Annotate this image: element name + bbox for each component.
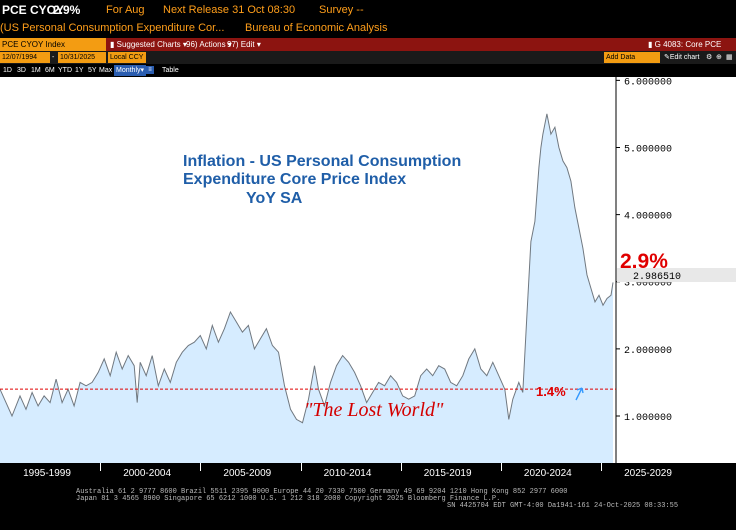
edit-menu[interactable]: 97) Edit ▾ (227, 40, 261, 49)
x-tick-mark (500, 463, 502, 471)
y-tick-label: 4.000000 (624, 212, 672, 223)
x-tick-mark (300, 463, 302, 471)
x-tick-label: 2020-2024 (523, 468, 572, 479)
x-tick-mark (400, 463, 402, 471)
chart-title-line-2: Expenditure Core Price Index (183, 171, 406, 188)
security-field[interactable]: PCE CYOY Index (0, 38, 106, 51)
footer-contacts-line-1: Australia 61 2 9777 8600 Brazil 5511 239… (76, 488, 568, 496)
last-value-tag (617, 268, 736, 282)
next-release-label: Next Release 31 Oct 08:30 (163, 4, 296, 16)
last-value-label: 2.986510 (633, 272, 681, 283)
table-toggle-button[interactable]: Table (162, 67, 179, 74)
actions-icon: 96) (186, 40, 200, 49)
period-1y-button[interactable]: 1Y (75, 67, 84, 74)
series-area-fill (0, 113, 613, 463)
y-tick-label: 2.000000 (624, 346, 672, 357)
survey-label: Survey -- (319, 4, 364, 16)
red-toolbar: PCE CYOY Index ▮ Suggested Charts ▾ 96) … (0, 38, 736, 62)
arrow-icon (575, 387, 584, 401)
chart-title-line-1: Inflation - US Personal Consumption (183, 153, 461, 170)
date-range-row: 12/07/1994 - 10/31/2025 Local CCY Add Da… (0, 51, 736, 64)
security-header: PCE CYOY 2.9% For Aug Next Release 31 Oc… (0, 0, 736, 20)
period-1m-button[interactable]: 1M (31, 67, 41, 74)
series-line (0, 113, 614, 424)
footer: Australia 61 2 9777 8600 Brazil 5511 239… (0, 487, 736, 530)
period-label: For Aug (106, 4, 145, 16)
pencil-icon: ✎ (664, 54, 670, 61)
currency-select[interactable]: Local CCY (108, 52, 146, 63)
suggested-charts-menu[interactable]: ▮ Suggested Charts ▾ (110, 40, 187, 49)
period-buttons-row: 1D 3D 1M 6M YTD 1Y 5Y Max Monthly▾ ≡ Tab… (0, 64, 736, 77)
start-date-input[interactable]: 12/07/1994 (0, 52, 50, 63)
x-tick-label: 2000-2004 (123, 468, 172, 479)
ticker-label: PCE CYOY (2, 3, 65, 17)
frequency-settings-icon[interactable]: ≡ (146, 66, 154, 74)
period-1d-button[interactable]: 1D (3, 67, 12, 74)
actions-menu[interactable]: 96) Actions ▾ (186, 40, 232, 49)
period-6m-button[interactable]: 6M (45, 67, 55, 74)
range-separator: - (52, 54, 55, 61)
period-ytd-button[interactable]: YTD (58, 67, 72, 74)
y-tick-label: 3.000000 (624, 279, 672, 290)
settings-gear-icon[interactable]: ⚙ (706, 54, 713, 61)
footer-contacts-line-2: Japan 81 3 4565 8900 Singapore 65 6212 1… (76, 495, 501, 503)
line-chart: 1.000000 2.000000 3.000000 4.000000 5.000000… (0, 77, 736, 463)
period-5y-button[interactable]: 5Y (88, 67, 97, 74)
current-value-callout: 2.9% (620, 250, 668, 273)
description-text: (US Personal Consumption Expenditure Cor… (0, 22, 225, 34)
x-tick-label: 1995-1999 (23, 468, 71, 479)
source-text: Bureau of Economic Analysis (245, 22, 388, 34)
edit-icon: 97) (227, 40, 241, 49)
y-tick-label: 1.000000 (624, 413, 672, 424)
end-date-input[interactable]: 10/31/2025 (58, 52, 106, 63)
footer-timestamp: SN 4425704 EDT GMT-4:00 Da1941-161 24-Oc… (447, 502, 679, 510)
y-tick-label: 5.000000 (624, 144, 672, 155)
x-tick-mark (601, 463, 602, 471)
x-axis: 1995-1999 2000-2004 2005-2009 2010-2014 2015… (0, 463, 736, 487)
layout-icon[interactable]: ▦ (726, 54, 733, 61)
flag-icon: ▮ (648, 40, 655, 49)
lost-world-annotation: "The Lost World" (304, 399, 444, 421)
x-tick-mark (100, 463, 102, 471)
current-value: 2.9% (53, 3, 81, 17)
x-tick-label: 2015-2019 (423, 468, 472, 479)
x-tick-label: 2010-2014 (323, 468, 372, 479)
frequency-select[interactable]: Monthly▾ (114, 65, 147, 76)
chart-title-line-3: YoY SA (246, 190, 303, 207)
y-tick-label: 6.000000 (624, 77, 672, 88)
description-row: (US Personal Consumption Expenditure Cor… (0, 20, 736, 38)
x-tick-label: 2025-2029 (624, 468, 672, 479)
add-data-input[interactable]: Add Data (604, 52, 660, 63)
period-max-button[interactable]: Max (99, 67, 113, 74)
period-3d-button[interactable]: 3D (17, 67, 26, 74)
edit-chart-button[interactable]: ✎Edit chart (664, 54, 700, 61)
x-tick-mark (200, 463, 202, 471)
zoom-icon[interactable]: ⊕ (716, 54, 722, 61)
chart-icon: ▮ (110, 40, 117, 49)
chart-panel[interactable]: 1.000000 2.000000 3.000000 4.000000 5.000000… (0, 77, 736, 463)
x-tick-label: 2005-2009 (223, 468, 272, 479)
reference-value-label: 1.4% (536, 384, 566, 399)
